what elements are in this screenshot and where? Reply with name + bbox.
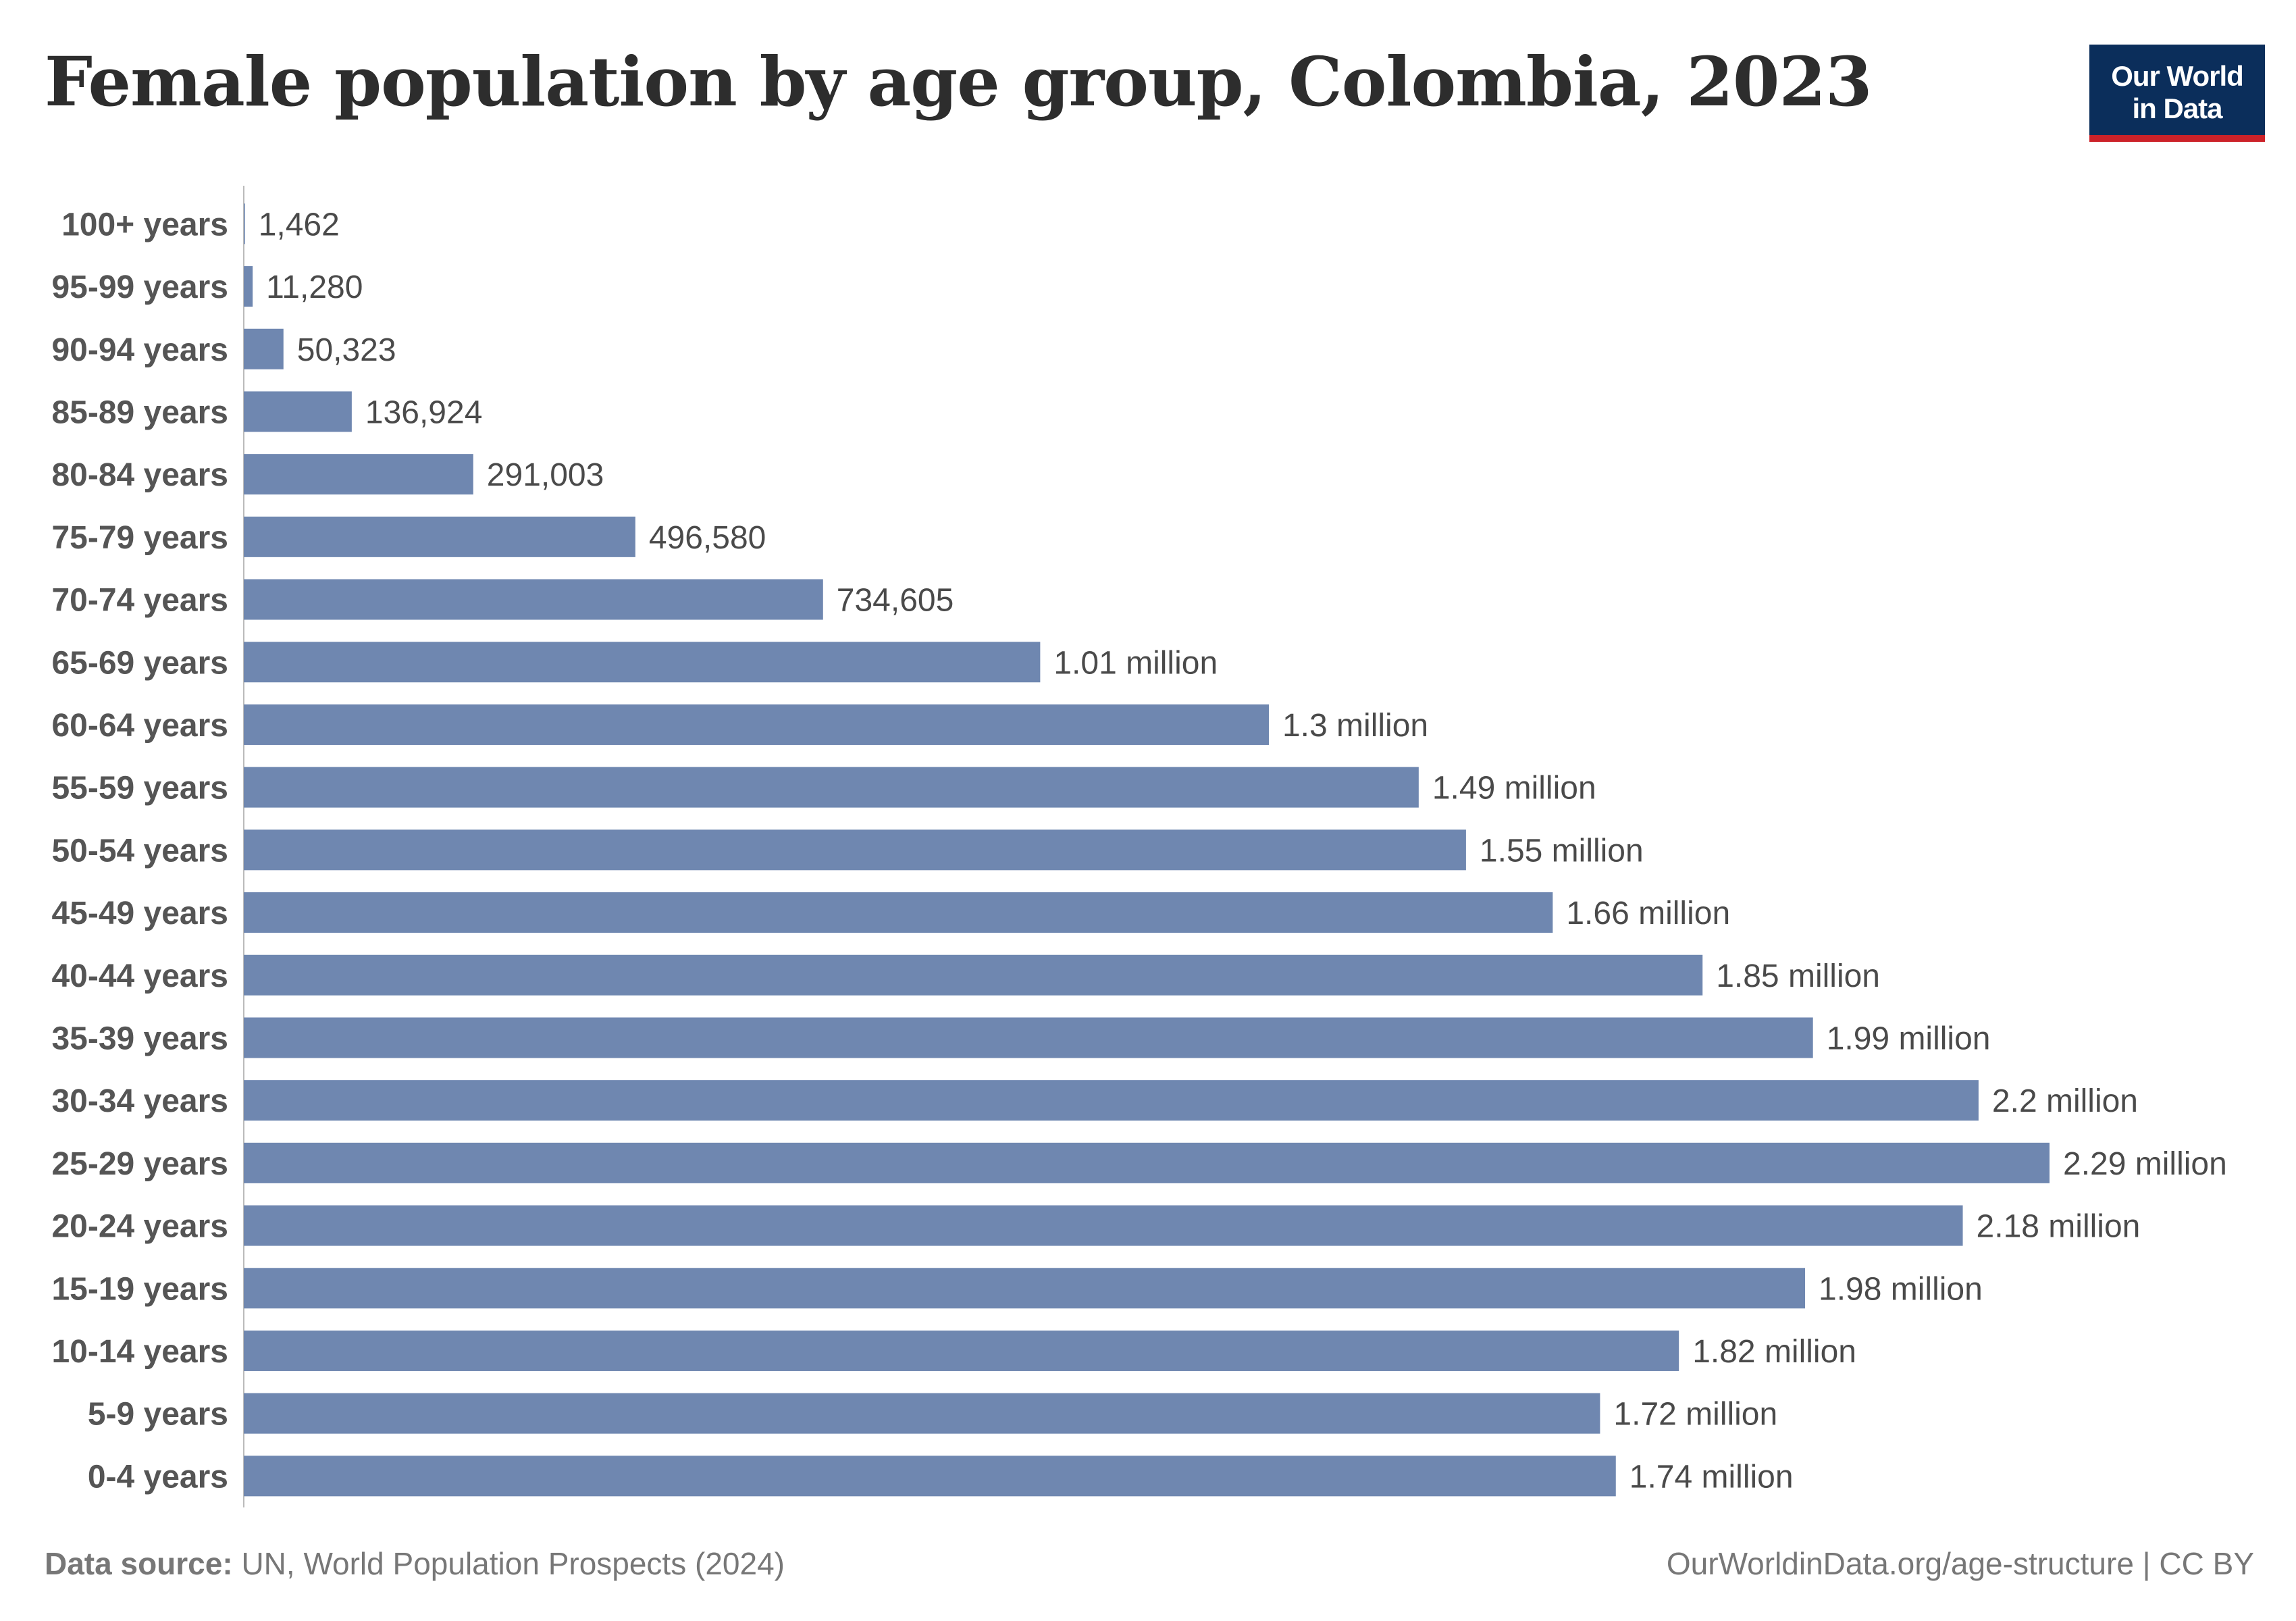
bar[interactable] bbox=[244, 829, 1466, 871]
category-label: 65-69 years bbox=[51, 645, 228, 681]
value-label: 1.85 million bbox=[1716, 958, 1880, 994]
value-label: 1.72 million bbox=[1613, 1397, 1777, 1433]
bar[interactable] bbox=[244, 203, 245, 245]
category-label: 20-24 years bbox=[51, 1209, 228, 1245]
bar[interactable] bbox=[244, 642, 1041, 683]
bar-row[interactable]: 10-14 years 1.82 million bbox=[51, 1330, 1856, 1371]
bar[interactable] bbox=[244, 954, 1703, 996]
category-label: 85-89 years bbox=[51, 394, 228, 430]
bar[interactable] bbox=[244, 579, 823, 620]
value-label: 1.55 million bbox=[1480, 833, 1644, 869]
bar[interactable] bbox=[244, 892, 1553, 933]
bar[interactable] bbox=[244, 704, 1269, 745]
license-link[interactable]: OurWorldinData.org/age-structure | CC BY bbox=[1666, 1546, 2254, 1581]
value-label: 496,580 bbox=[649, 520, 766, 556]
value-label: 50,323 bbox=[297, 332, 396, 368]
data-source: Data source: UN, World Population Prospe… bbox=[45, 1545, 785, 1582]
bar[interactable] bbox=[244, 1393, 1600, 1434]
bar-row[interactable]: 40-44 years 1.85 million bbox=[51, 954, 1880, 996]
logo-line-2: in Data bbox=[2132, 93, 2222, 124]
category-label: 95-99 years bbox=[51, 269, 228, 305]
value-label: 1.01 million bbox=[1053, 645, 1218, 681]
bar-row[interactable]: 70-74 years 734,605 bbox=[51, 579, 954, 620]
bar-row[interactable]: 0-4 years 1.74 million bbox=[88, 1456, 1794, 1497]
category-label: 45-49 years bbox=[51, 896, 228, 931]
bar-row[interactable]: 55-59 years 1.49 million bbox=[51, 767, 1596, 808]
category-label: 80-84 years bbox=[51, 457, 228, 493]
bar[interactable] bbox=[244, 328, 284, 369]
bar-row[interactable]: 65-69 years 1.01 million bbox=[51, 642, 1218, 683]
category-label: 75-79 years bbox=[51, 520, 228, 556]
category-label: 15-19 years bbox=[51, 1271, 228, 1307]
chart-title: Female population by age group, Colombia… bbox=[45, 42, 1873, 122]
bar[interactable] bbox=[244, 1017, 1813, 1058]
logo-line-1: Our World bbox=[2111, 60, 2244, 92]
category-label: 10-14 years bbox=[51, 1334, 228, 1370]
category-label: 90-94 years bbox=[51, 332, 228, 368]
category-label: 5-9 years bbox=[88, 1397, 228, 1433]
bar[interactable] bbox=[244, 516, 635, 557]
bar-row[interactable]: 90-94 years 50,323 bbox=[51, 328, 396, 369]
value-label: 734,605 bbox=[837, 583, 954, 619]
bar-row[interactable]: 75-79 years 496,580 bbox=[51, 516, 766, 557]
category-label: 30-34 years bbox=[51, 1083, 228, 1119]
category-label: 60-64 years bbox=[51, 708, 228, 744]
bar[interactable] bbox=[244, 1456, 1616, 1497]
value-label: 1.74 million bbox=[1629, 1459, 1794, 1495]
bar-row[interactable]: 80-84 years 291,003 bbox=[51, 454, 604, 495]
bar-row[interactable]: 60-64 years 1.3 million bbox=[51, 704, 1428, 745]
bar-row[interactable]: 50-54 years 1.55 million bbox=[51, 829, 1644, 871]
bar-row[interactable]: 85-89 years 136,924 bbox=[51, 391, 482, 432]
value-label: 1.49 million bbox=[1432, 771, 1596, 806]
bar-row[interactable]: 30-34 years 2.2 million bbox=[51, 1080, 2138, 1121]
bar-row[interactable]: 20-24 years 2.18 million bbox=[51, 1205, 2141, 1246]
bar-row[interactable]: 35-39 years 1.99 million bbox=[51, 1017, 1990, 1058]
owid-logo[interactable]: Our World in Data bbox=[2089, 45, 2265, 142]
value-label: 1.99 million bbox=[1827, 1021, 1991, 1056]
bar[interactable] bbox=[244, 1268, 1806, 1309]
bar[interactable] bbox=[244, 266, 253, 307]
category-label: 70-74 years bbox=[51, 583, 228, 619]
value-label: 1.82 million bbox=[1692, 1334, 1856, 1370]
bar-row[interactable]: 25-29 years 2.29 million bbox=[51, 1142, 2227, 1183]
category-label: 35-39 years bbox=[51, 1021, 228, 1056]
bar[interactable] bbox=[244, 1205, 1963, 1246]
category-label: 55-59 years bbox=[51, 771, 228, 806]
value-label: 1.3 million bbox=[1282, 708, 1428, 744]
bar-row[interactable]: 45-49 years 1.66 million bbox=[51, 892, 1730, 933]
category-label: 25-29 years bbox=[51, 1146, 228, 1182]
value-label: 1.66 million bbox=[1566, 896, 1730, 931]
value-label: 11,280 bbox=[266, 269, 363, 305]
value-label: 2.18 million bbox=[1977, 1209, 2141, 1245]
bar[interactable] bbox=[244, 1330, 1679, 1371]
data-source-text[interactable]: UN, World Population Prospects (2024) bbox=[241, 1546, 785, 1581]
bar-row[interactable]: 100+ years 1,462 bbox=[61, 203, 340, 245]
bar-row[interactable]: 15-19 years 1.98 million bbox=[51, 1268, 1983, 1309]
value-label: 2.2 million bbox=[1992, 1083, 2138, 1119]
bar[interactable] bbox=[244, 1142, 2050, 1183]
bar[interactable] bbox=[244, 1080, 1979, 1121]
value-label: 136,924 bbox=[365, 394, 483, 430]
category-label: 50-54 years bbox=[51, 833, 228, 869]
bar[interactable] bbox=[244, 391, 352, 432]
bar-row[interactable]: 5-9 years 1.72 million bbox=[88, 1393, 1777, 1434]
category-label: 0-4 years bbox=[88, 1459, 228, 1495]
bar[interactable] bbox=[244, 454, 473, 495]
value-label: 291,003 bbox=[487, 457, 604, 493]
bar-row[interactable]: 95-99 years 11,280 bbox=[51, 266, 363, 307]
value-label: 1.98 million bbox=[1819, 1271, 1983, 1307]
data-source-label: Data source: bbox=[45, 1546, 233, 1581]
value-label: 1,462 bbox=[259, 207, 340, 242]
value-label: 2.29 million bbox=[2063, 1146, 2227, 1182]
bar[interactable] bbox=[244, 767, 1419, 808]
category-label: 40-44 years bbox=[51, 958, 228, 994]
category-label: 100+ years bbox=[61, 207, 228, 242]
